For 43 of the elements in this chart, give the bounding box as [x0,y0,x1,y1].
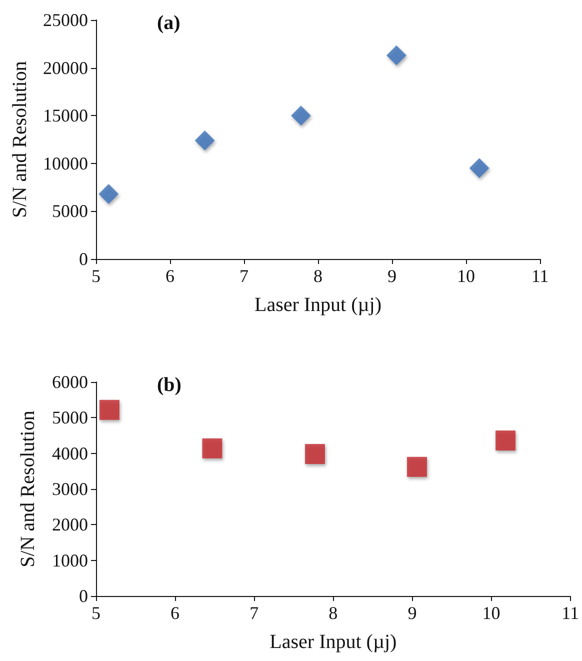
point [99,400,120,420]
point [194,130,215,150]
y-tick-label: 20000 [43,58,88,78]
x-tick-label: 11 [562,603,580,623]
x-tick-label: 8 [328,603,338,623]
y-tick-label: 6000 [52,372,88,392]
x-tick-label: 9 [408,603,417,623]
y-tick-label: 0 [79,586,88,606]
y-tick-label: 2000 [52,514,88,535]
x-tick-label: 9 [388,266,396,286]
y-tick-label: 3000 [52,479,88,499]
point [496,430,516,450]
chart-title: (b) [157,374,182,396]
x-tick-label: 7 [240,266,248,286]
x-tick-label: 10 [482,603,500,623]
x-axis-title: Laser Input (µj) [270,631,397,653]
x-axis-title: Laser Input (µj) [254,294,382,316]
y-tick-label: 5000 [52,408,88,428]
x-tick-label: 5 [92,603,100,623]
x-tick-label: 6 [170,603,180,623]
y-tick-label: 0 [79,249,88,269]
y-tick-label: 25000 [43,10,88,30]
point [98,184,119,204]
y-tick-label: 10000 [43,153,88,174]
y-axis-title: S/N and Resolution [17,410,39,568]
x-tick-label: 5 [92,266,100,286]
point [290,106,311,126]
x-tick-label: 10 [457,266,475,286]
y-tick-label: 15000 [43,106,88,126]
x-tick-label: 8 [314,266,322,286]
y-axis-title: S/N and Resolution [9,61,31,218]
point [304,444,325,464]
y-tick-label: 1000 [52,550,88,570]
point [202,438,222,458]
x-tick-label: 11 [531,266,549,286]
y-tick-label: 4000 [52,443,88,464]
point [406,456,427,477]
point [469,158,490,178]
x-tick-label: 6 [166,266,174,286]
y-tick-label: 5000 [52,201,88,222]
chart-title: (a) [157,12,180,34]
x-tick-label: 7 [250,603,259,623]
point [386,45,406,66]
